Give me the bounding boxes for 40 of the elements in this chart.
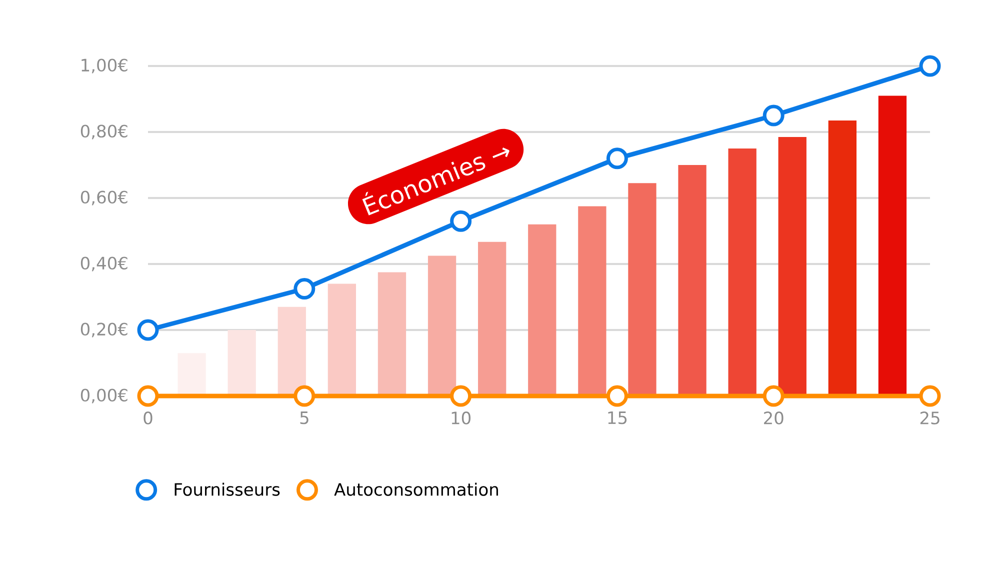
point [294,278,316,300]
x-tick-label: 0 [144,412,152,424]
bar [728,148,756,396]
point [606,148,628,170]
x-tick-label: 15 [608,412,627,424]
point [762,385,784,407]
y-tick-label: 0,00€ [80,388,128,404]
y-tick-label: 1,00€ [82,58,128,74]
bar [478,242,506,396]
bar [278,306,306,396]
point [919,385,941,407]
bar [828,120,857,396]
point [919,55,941,77]
point [606,385,628,407]
bar [528,224,556,396]
bar [578,206,606,396]
y-tick-label: 0,20€ [80,322,128,338]
point [137,385,159,407]
bar [778,136,806,396]
x-tick-label: 25 [920,412,940,424]
x-tick-label: 20 [764,412,784,424]
y-tick-label: 0,60€ [80,190,128,206]
bar [228,330,256,396]
point [137,319,159,341]
point [762,104,784,126]
bar [428,256,456,396]
legend-label: Autoconsommation [334,482,498,496]
bar [678,164,706,396]
bar [628,183,656,396]
point [294,385,316,407]
x-tick-label: 5 [300,412,308,424]
x-tick-label: 10 [452,412,470,424]
bar [378,272,406,396]
legend-label: Fournisseurs [174,482,280,496]
bar [878,96,907,396]
bar [328,284,356,396]
point [450,385,472,407]
bar [178,353,206,396]
y-tick-label: 0,80€ [80,124,128,140]
y-tick-label: 0,40€ [80,256,128,272]
